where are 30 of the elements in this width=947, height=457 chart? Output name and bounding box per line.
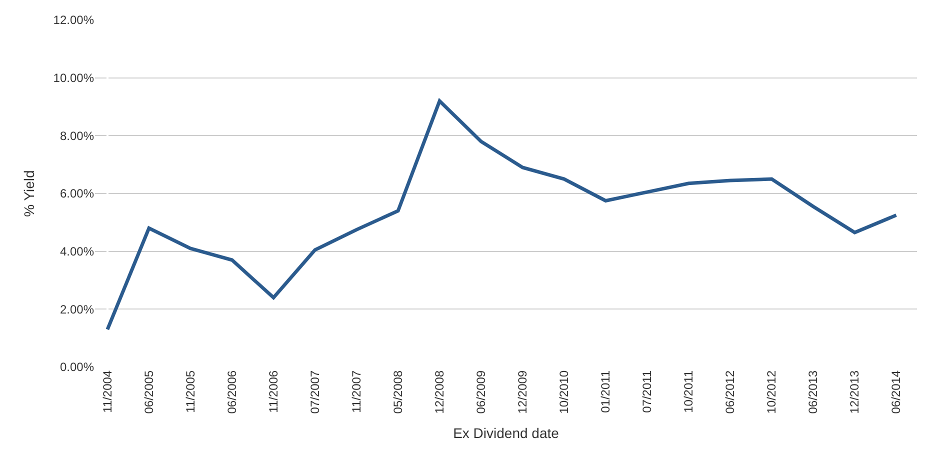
- x-tick-label: 12/2013: [848, 370, 862, 414]
- y-axis-title: % Yield: [20, 170, 37, 217]
- y-tick-label: 2.00%: [60, 302, 94, 316]
- x-tick-label: 06/2009: [474, 370, 488, 414]
- x-tick-label: 11/2005: [183, 370, 198, 413]
- x-tick-label: 10/2011: [682, 370, 696, 413]
- x-tick-label: 07/2011: [640, 370, 654, 413]
- y-tick-label: 8.00%: [60, 128, 94, 143]
- x-tick-label: 06/2014: [889, 370, 904, 414]
- x-tick-label: 01/2011: [598, 370, 613, 413]
- line-series: [106, 99, 898, 332]
- y-tick-label: 10.00%: [53, 71, 94, 86]
- y-tick-label: 12.00%: [53, 13, 94, 28]
- x-tick-label: 11/2007: [349, 370, 364, 413]
- x-tick-label: 05/2008: [390, 370, 405, 414]
- x-tick-label: 06/2006: [224, 370, 239, 414]
- x-tick-label: 10/2012: [764, 370, 779, 414]
- x-tick-label: 11/2006: [266, 370, 280, 413]
- y-tick-label: 6.00%: [60, 186, 94, 201]
- x-tick-label: 12/2009: [516, 370, 530, 414]
- y-tick-label: 0.00%: [60, 360, 94, 374]
- x-tick-label: 06/2005: [142, 370, 156, 414]
- y-tick-label: 4.00%: [60, 244, 94, 259]
- x-tick-label: 06/2013: [806, 370, 820, 414]
- x-tick-label: 12/2008: [432, 370, 446, 414]
- x-tick-label: 07/2007: [308, 370, 322, 414]
- x-axis-title: Ex Dividend date: [453, 425, 560, 442]
- x-tick-label: 10/2010: [557, 370, 572, 414]
- x-tick-label: 06/2012: [723, 370, 738, 414]
- x-tick-label: 11/2004: [100, 370, 114, 413]
